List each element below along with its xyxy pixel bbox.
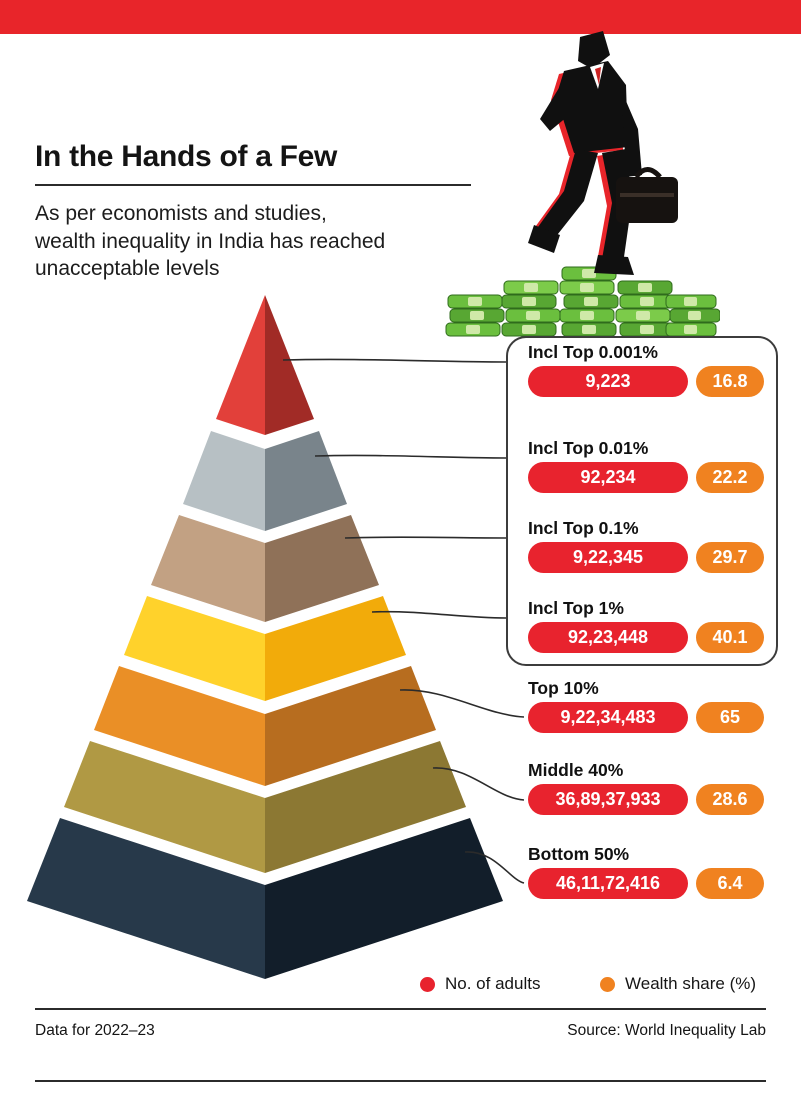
pyramid-label-row-5: Top 10% 9,22,34,483 65 bbox=[528, 678, 768, 733]
pyramid-layer-5-right-face bbox=[265, 666, 436, 786]
pyramid-label-row-2: Incl Top 0.01% 92,234 22.2 bbox=[528, 438, 768, 493]
wealth-pyramid-chart bbox=[27, 295, 503, 979]
pyramid-label-row-7: Bottom 50% 46,11,72,416 6.4 bbox=[528, 844, 768, 899]
wealth-share-pill: 28.6 bbox=[696, 784, 764, 815]
briefcase-handle bbox=[633, 167, 662, 179]
pyramid-layer-7-left-face bbox=[27, 818, 265, 979]
adults-value-pill: 92,23,448 bbox=[528, 622, 688, 653]
wealth-share-legend-dot-icon bbox=[600, 976, 615, 992]
pyramid-label-row-6: Middle 40% 36,89,37,933 28.6 bbox=[528, 760, 768, 815]
adults-value-pill: 46,11,72,416 bbox=[528, 868, 688, 899]
page-subtitle: As per economists and studies, wealth in… bbox=[35, 202, 386, 281]
adults-value-pill: 9,223 bbox=[528, 366, 688, 397]
pyramid-layer-4-right-face bbox=[265, 596, 406, 701]
businessman-on-money-icon bbox=[445, 31, 720, 337]
adults-legend-dot-icon bbox=[420, 976, 435, 992]
adults-value-pill: 36,89,37,933 bbox=[528, 784, 688, 815]
layer-label: Middle 40% bbox=[528, 760, 624, 780]
wealth-share-pill: 40.1 bbox=[696, 622, 764, 653]
pyramid-layer-6-left-face bbox=[64, 741, 265, 873]
pyramid-layer-2-left-face bbox=[183, 431, 265, 531]
pyramid-layer-1-left-face bbox=[216, 295, 265, 435]
top-percentiles-group-box bbox=[506, 336, 778, 666]
legend-item-wealth-share: Wealth share (%) bbox=[600, 972, 756, 996]
pyramid-layer-4-left-face bbox=[124, 596, 265, 701]
pyramid-layer-1-right-face bbox=[265, 295, 314, 435]
page-title: In the Hands of a Few bbox=[35, 140, 338, 173]
layer-label: Incl Top 1% bbox=[528, 598, 624, 618]
title-underline bbox=[35, 184, 471, 186]
pyramid-label-row-1: Incl Top 0.001% 9,223 16.8 bbox=[528, 342, 768, 397]
source-credit: Source: World Inequality Lab bbox=[567, 1022, 766, 1039]
footer-divider-bottom bbox=[35, 1080, 766, 1082]
pyramid-layer-6-right-face bbox=[265, 741, 466, 873]
briefcase-icon bbox=[616, 177, 678, 223]
pyramid-label-row-3: Incl Top 0.1% 9,22,345 29.7 bbox=[528, 518, 768, 573]
footer-divider-top bbox=[35, 1008, 766, 1010]
wealth-share-pill: 16.8 bbox=[696, 366, 764, 397]
pyramid-layer-3-left-face bbox=[151, 515, 265, 622]
wealth-share-pill: 6.4 bbox=[696, 868, 764, 899]
adults-value-pill: 9,22,345 bbox=[528, 542, 688, 573]
wealth-share-pill: 29.7 bbox=[696, 542, 764, 573]
layer-label: Incl Top 0.01% bbox=[528, 438, 649, 458]
data-period-note: Data for 2022–23 bbox=[35, 1022, 155, 1039]
legend-item-adults: No. of adults bbox=[420, 972, 540, 996]
layer-label: Incl Top 0.1% bbox=[528, 518, 639, 538]
layer-label: Incl Top 0.001% bbox=[528, 342, 658, 362]
legend-label: No. of adults bbox=[445, 974, 541, 993]
pyramid-layer-2-right-face bbox=[265, 431, 347, 531]
wealth-share-pill: 65 bbox=[696, 702, 764, 733]
businessman-silhouette bbox=[528, 31, 642, 275]
money-stacks-icon bbox=[445, 266, 720, 337]
pyramid-layer-7-right-face bbox=[265, 818, 503, 979]
adults-value-pill: 9,22,34,483 bbox=[528, 702, 688, 733]
wealth-share-pill: 22.2 bbox=[696, 462, 764, 493]
pyramid-layer-5-left-face bbox=[94, 666, 265, 786]
layer-label: Bottom 50% bbox=[528, 844, 630, 864]
top-red-bar bbox=[0, 0, 801, 34]
adults-value-pill: 92,234 bbox=[528, 462, 688, 493]
layer-label: Top 10% bbox=[528, 678, 599, 698]
briefcase-seam bbox=[620, 193, 674, 197]
legend-label: Wealth share (%) bbox=[625, 974, 757, 993]
pyramid-layer-3-right-face bbox=[265, 515, 379, 622]
pyramid-label-row-4: Incl Top 1% 92,23,448 40.1 bbox=[528, 598, 768, 653]
tie-detail bbox=[595, 67, 601, 85]
